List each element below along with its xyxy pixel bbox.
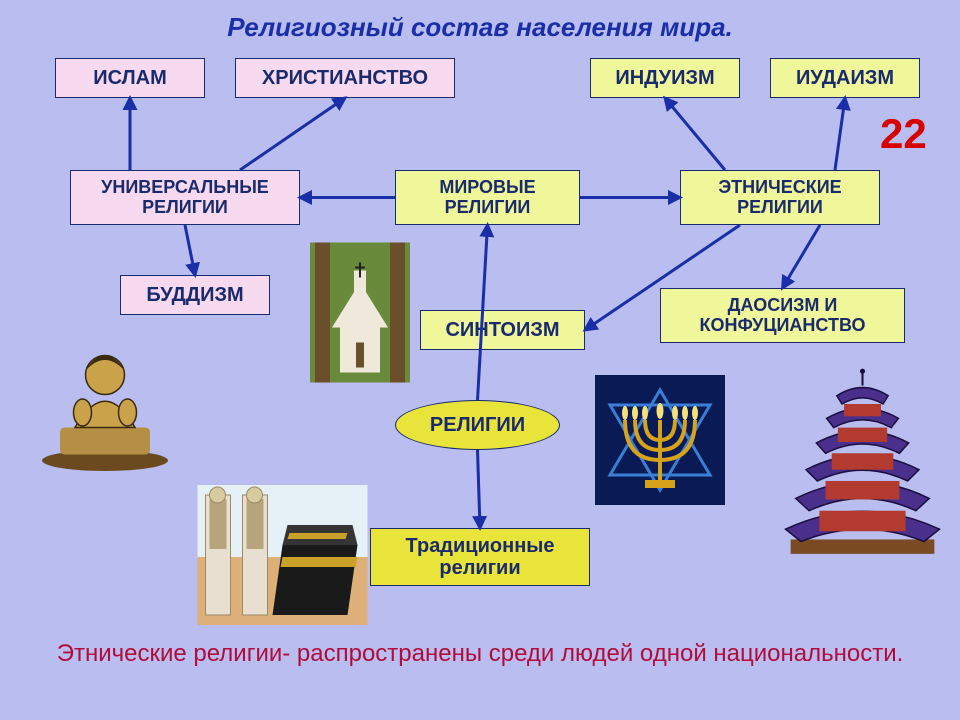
node-label: ЭТНИЧЕСКИЕ РЕЛИГИИ (685, 178, 875, 218)
node-label: РЕЛИГИИ (430, 414, 525, 436)
node-traditional: Традиционные религии (370, 528, 590, 586)
pagoda-illustration (770, 365, 955, 560)
node-buddhism: БУДДИЗМ (120, 275, 270, 315)
node-label: МИРОВЫЕ РЕЛИГИИ (400, 178, 575, 218)
footer-text: Этнические религии- распространены среди… (40, 640, 920, 668)
kaaba-illustration (195, 485, 370, 625)
node-shinto: СИНТОИЗМ (420, 310, 585, 350)
menorah-illustration (595, 375, 725, 505)
page-number: 22 (880, 110, 927, 158)
node-label: ИСЛАМ (93, 67, 166, 89)
node-label: УНИВЕРСАЛЬНЫЕ РЕЛИГИИ (75, 178, 295, 218)
node-islam: ИСЛАМ (55, 58, 205, 98)
node-label: ДАОСИЗМ И КОНФУЦИАНСТВО (665, 296, 900, 336)
node-label: ИНДУИЗМ (615, 67, 714, 89)
node-hinduism: ИНДУИЗМ (590, 58, 740, 98)
node-label: ХРИСТИАНСТВО (262, 67, 428, 89)
node-ethnic: ЭТНИЧЕСКИЕ РЕЛИГИИ (680, 170, 880, 225)
node-universal: УНИВЕРСАЛЬНЫЕ РЕЛИГИИ (70, 170, 300, 225)
node-religions: РЕЛИГИИ (395, 400, 560, 450)
node-label: СИНТОИЗМ (445, 319, 559, 341)
node-label: ИУДАИЗМ (796, 67, 894, 89)
diagram-stage: Религиозный состав населения мира. 22 (0, 0, 960, 720)
buddha-illustration (30, 320, 180, 475)
node-daoism: ДАОСИЗМ И КОНФУЦИАНСТВО (660, 288, 905, 343)
node-christianity: ХРИСТИАНСТВО (235, 58, 455, 98)
node-label: БУДДИЗМ (146, 284, 243, 306)
node-world: МИРОВЫЕ РЕЛИГИИ (395, 170, 580, 225)
node-judaism: ИУДАИЗМ (770, 58, 920, 98)
page-title: Религиозный состав населения мира. (180, 12, 780, 43)
chapel-illustration (310, 240, 410, 385)
node-label: Традиционные религии (375, 535, 585, 579)
